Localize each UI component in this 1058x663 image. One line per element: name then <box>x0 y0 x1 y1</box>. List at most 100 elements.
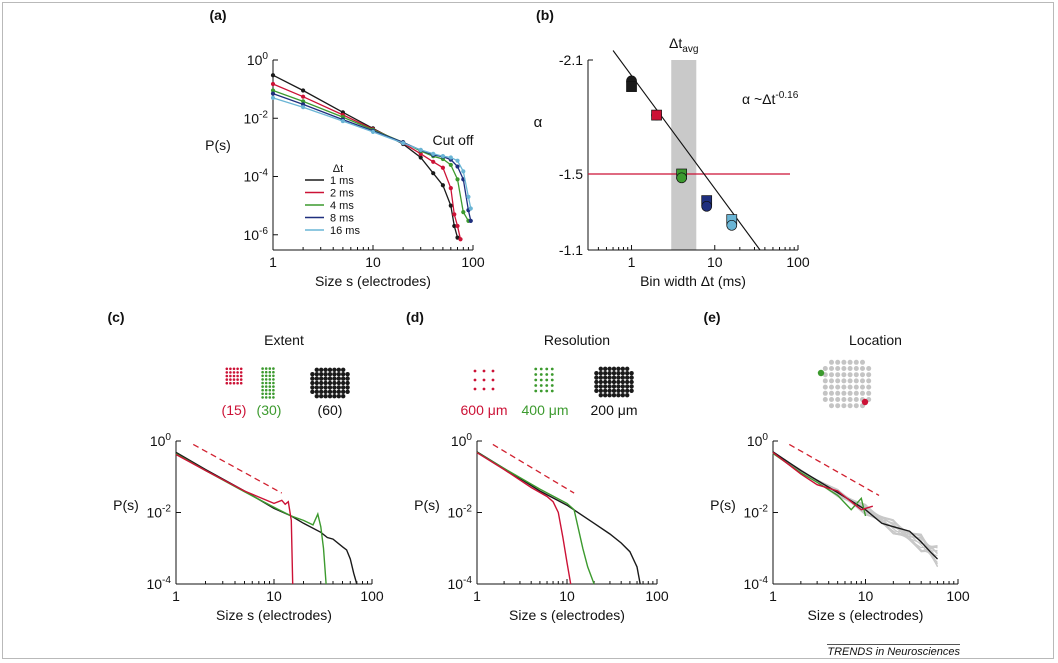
electrode-dot <box>268 378 272 381</box>
electrode-dot <box>264 388 268 392</box>
x-axis-label: Size s (electrodes) <box>509 607 625 623</box>
electrode-dot <box>327 394 333 399</box>
electrode-dot <box>310 380 315 386</box>
location-array <box>822 359 872 409</box>
data-point <box>448 203 453 208</box>
panel-title: Extent <box>264 332 304 348</box>
extent-label: (60) <box>318 402 343 418</box>
electrode-dot <box>314 367 319 372</box>
electrode-dot <box>616 393 621 398</box>
electrode-dot <box>327 385 333 390</box>
electrode-dot <box>841 372 847 378</box>
data-point <box>270 88 276 93</box>
electrode-dot <box>327 372 333 377</box>
data-point <box>455 164 460 169</box>
power-law-guide <box>192 443 283 494</box>
electrode-dot <box>603 366 608 371</box>
electrode-dot <box>607 379 612 385</box>
data-point <box>452 212 457 217</box>
series-line-green <box>772 452 867 517</box>
electrode-dot <box>239 367 243 371</box>
data-point-circle <box>701 200 713 212</box>
electrode-dot <box>272 378 275 381</box>
data-point <box>340 118 345 124</box>
electrode-dot <box>866 366 872 371</box>
electrode-dot <box>616 379 621 385</box>
data-point <box>431 171 436 176</box>
electrode-dot <box>539 373 543 376</box>
electrode-dot <box>550 389 554 393</box>
electrode-dot <box>261 385 264 388</box>
electrode-dot <box>261 381 264 385</box>
electrode-dot <box>594 388 599 393</box>
electrode-dot <box>323 385 328 390</box>
electrode-dot <box>598 388 603 393</box>
electrode-dot <box>534 378 538 382</box>
data-point <box>458 237 463 242</box>
electrode-dot <box>261 392 264 396</box>
series-line-green <box>476 451 595 585</box>
electrode-dot <box>323 367 328 372</box>
electrode-dot <box>841 384 847 390</box>
y-tick-label: 100 <box>451 432 473 449</box>
electrode-dot <box>607 393 612 398</box>
electrode-dot <box>264 392 268 396</box>
electrode-dot <box>314 389 319 394</box>
electrode-dot <box>268 388 272 392</box>
electrode-dot <box>835 403 841 409</box>
panel-c: (c) Extent 1 10 100 100 10-2 10-4 Size s (electr… <box>107 309 383 623</box>
electrode-dot <box>341 385 346 390</box>
electrode-dot <box>860 384 865 390</box>
y-tick-label: -1.1 <box>559 242 583 258</box>
electrode-dot <box>598 366 603 371</box>
electrode-dot <box>314 385 319 390</box>
panel-e: (e) Location 1 10 100 100 10-2 10-4 Size s (elec… <box>703 309 969 623</box>
y-tick-label: 10-6 <box>243 226 268 243</box>
x-tick-label: 1 <box>769 588 777 604</box>
series-line-green <box>272 89 469 222</box>
electrode-dot <box>607 384 612 389</box>
electrode-dot <box>336 380 341 386</box>
extent-label: (30) <box>257 402 282 418</box>
electrode-dot <box>841 378 847 384</box>
electrode-dot <box>866 390 872 396</box>
electrode-dot <box>272 367 275 370</box>
electrode-dot <box>336 372 341 377</box>
data-point-circle <box>676 172 687 184</box>
electrode-dot <box>332 367 337 372</box>
electrode-dot <box>620 371 625 376</box>
electrode-dot <box>345 372 350 377</box>
electrode-dot <box>847 359 853 365</box>
electrode-dot <box>225 371 229 374</box>
electrode-dot <box>611 393 617 398</box>
electrode-dot <box>268 385 272 388</box>
electrode-dot <box>319 367 324 372</box>
x-tick-label: 10 <box>707 254 723 270</box>
electrode-dot <box>473 378 477 382</box>
electrode-dot <box>264 381 268 385</box>
data-point <box>418 147 423 152</box>
electrode-dot <box>332 380 337 386</box>
electrode-dot <box>229 381 232 385</box>
electrode-dot <box>611 371 617 376</box>
electrode-dot <box>332 389 337 394</box>
electrode-dot <box>332 394 337 399</box>
electrode-dot <box>232 378 236 381</box>
data-point <box>466 194 471 199</box>
electrode-dot <box>607 366 612 371</box>
location-electrode-red <box>861 398 869 406</box>
electrode-dot <box>341 380 346 386</box>
electrode-dot <box>327 389 333 394</box>
electrode-dot <box>319 385 324 390</box>
electrode-dot <box>272 374 275 378</box>
series-line-black <box>272 74 459 238</box>
electrode-dot <box>860 378 865 384</box>
electrode-dot <box>236 367 239 371</box>
electrode-dot <box>310 376 315 381</box>
electrode-dot <box>853 378 859 384</box>
x-axis-label: Size s (electrodes) <box>315 273 431 289</box>
data-point-square <box>626 81 637 92</box>
electrode-dot <box>616 388 621 393</box>
electrode-dot <box>332 376 337 381</box>
electrode-dot <box>314 372 319 377</box>
